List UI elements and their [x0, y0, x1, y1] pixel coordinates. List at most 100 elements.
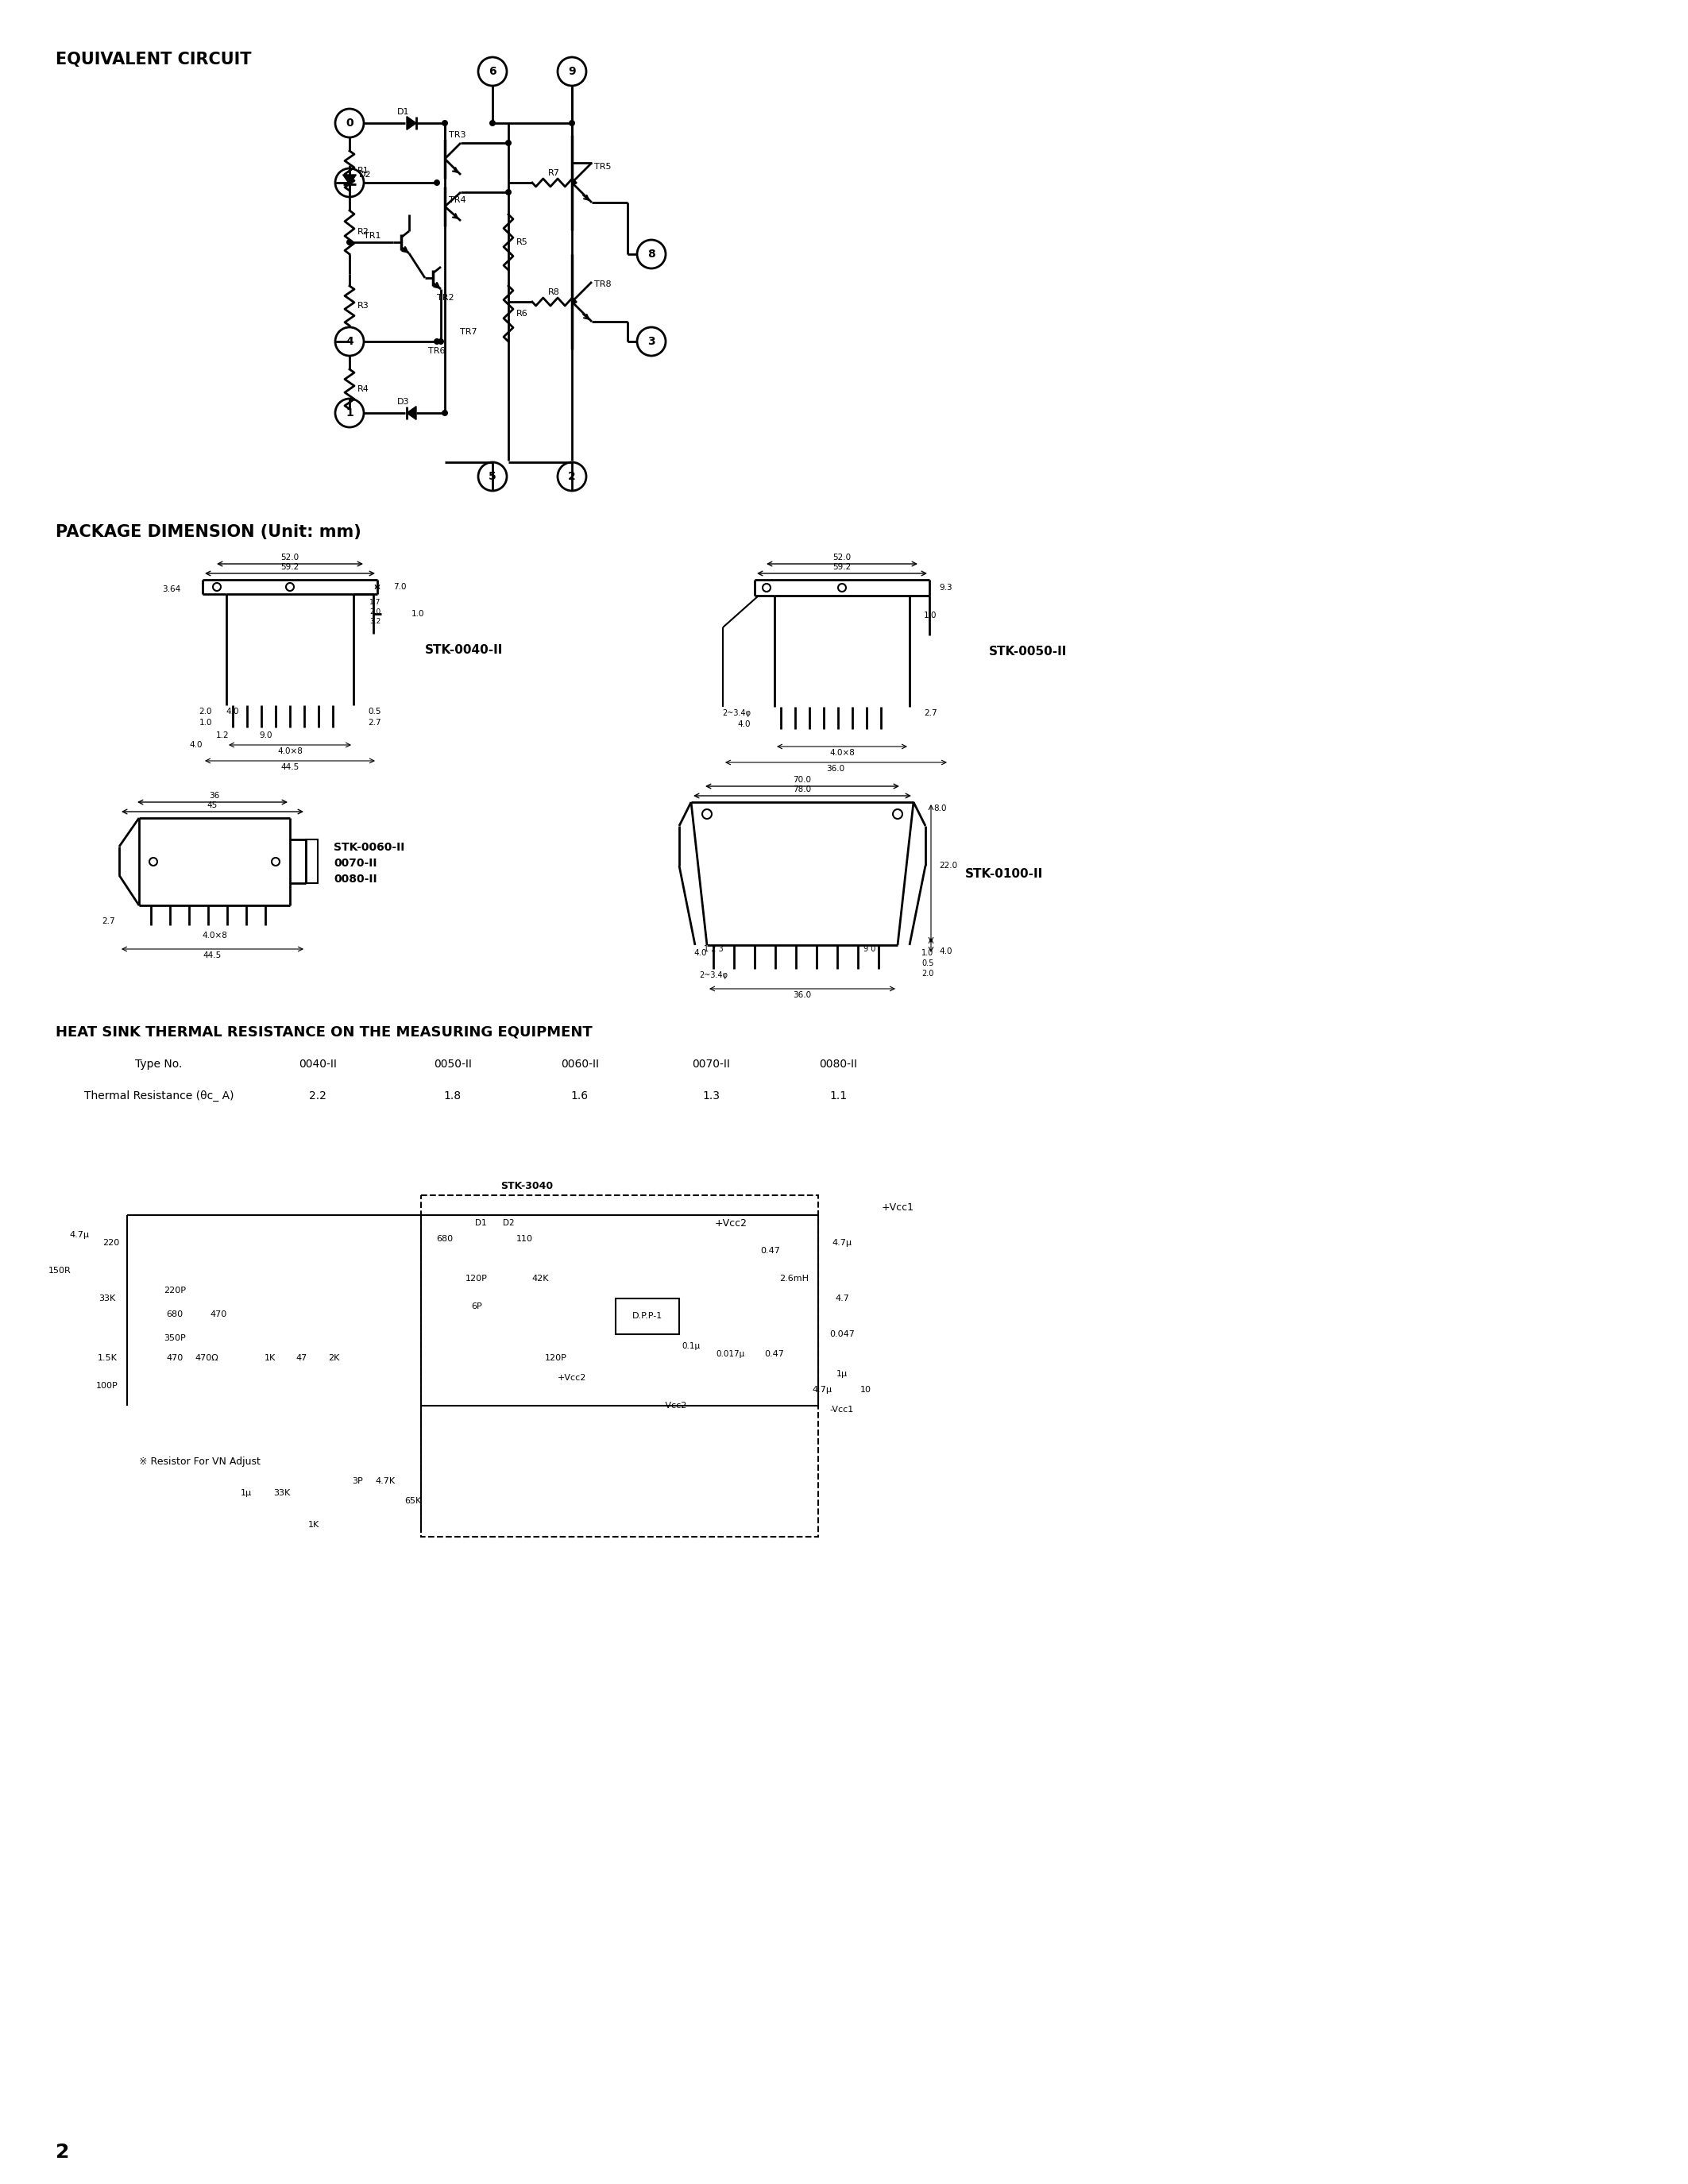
Text: 9.3: 9.3 — [939, 583, 952, 592]
Circle shape — [505, 190, 511, 194]
Text: 0070-II: 0070-II — [334, 858, 376, 869]
Circle shape — [336, 109, 365, 138]
Text: 3: 3 — [648, 336, 655, 347]
Text: 70.0: 70.0 — [793, 775, 812, 784]
Text: 470Ω: 470Ω — [194, 1354, 218, 1363]
Text: 9: 9 — [569, 66, 576, 76]
Circle shape — [557, 57, 586, 85]
Circle shape — [490, 120, 496, 127]
Text: 36.0: 36.0 — [827, 764, 846, 773]
Text: D2: D2 — [503, 1219, 515, 1227]
Text: 9 0: 9 0 — [864, 946, 876, 952]
Text: 4.7μ: 4.7μ — [832, 1238, 852, 1247]
Circle shape — [763, 583, 770, 592]
Text: 47: 47 — [295, 1354, 307, 1363]
Text: 0070-II: 0070-II — [692, 1059, 729, 1070]
Text: 4.0×8: 4.0×8 — [203, 933, 228, 939]
Text: D1: D1 — [397, 107, 410, 116]
Text: 8.0: 8.0 — [933, 804, 947, 812]
Circle shape — [442, 411, 447, 417]
Polygon shape — [407, 116, 417, 129]
Text: 1 2 3: 1 2 3 — [704, 946, 722, 952]
Text: 680: 680 — [167, 1310, 182, 1319]
Text: 1.2: 1.2 — [216, 732, 230, 740]
Text: 100P: 100P — [96, 1382, 118, 1389]
Text: Thermal Resistance (θc_ A): Thermal Resistance (θc_ A) — [84, 1090, 233, 1101]
Text: 0.1μ: 0.1μ — [682, 1343, 701, 1350]
Text: Type No.: Type No. — [135, 1059, 182, 1070]
Text: 2.0: 2.0 — [199, 708, 213, 716]
Text: 3P: 3P — [353, 1476, 363, 1485]
Text: 120P: 120P — [466, 1275, 488, 1282]
Text: 4.0×8: 4.0×8 — [829, 749, 854, 758]
Text: TR7: TR7 — [461, 328, 478, 336]
Text: 1.8: 1.8 — [444, 1090, 461, 1101]
Circle shape — [636, 240, 665, 269]
Text: TR4: TR4 — [449, 197, 466, 203]
Text: 2.7: 2.7 — [101, 917, 115, 926]
Circle shape — [346, 238, 353, 245]
Text: STK-3040: STK-3040 — [500, 1182, 554, 1190]
Text: 7.0: 7.0 — [393, 583, 407, 592]
Circle shape — [442, 120, 447, 127]
Text: 4.7: 4.7 — [836, 1295, 849, 1302]
Circle shape — [149, 858, 157, 865]
Text: 1.7: 1.7 — [370, 598, 381, 605]
Text: 42K: 42K — [532, 1275, 549, 1282]
Circle shape — [837, 583, 846, 592]
Text: 2.0: 2.0 — [370, 607, 381, 616]
Circle shape — [434, 339, 441, 345]
Text: +Vcc2: +Vcc2 — [557, 1374, 586, 1382]
Text: 65K: 65K — [405, 1496, 422, 1505]
Text: 1.0: 1.0 — [412, 609, 425, 618]
Text: R6: R6 — [517, 310, 528, 317]
Text: 2.7: 2.7 — [368, 719, 381, 727]
Text: 2.7: 2.7 — [923, 710, 937, 716]
Text: 1K: 1K — [265, 1354, 275, 1363]
Text: 6P: 6P — [471, 1302, 483, 1310]
Text: STK-0100-II: STK-0100-II — [966, 867, 1043, 880]
Text: HEAT SINK THERMAL RESISTANCE ON THE MEASURING EQUIPMENT: HEAT SINK THERMAL RESISTANCE ON THE MEAS… — [56, 1024, 592, 1040]
Text: 2.6mH: 2.6mH — [780, 1275, 809, 1282]
Text: TR3: TR3 — [449, 131, 466, 140]
Text: 150R: 150R — [49, 1267, 71, 1275]
Polygon shape — [343, 175, 356, 183]
Text: TR2: TR2 — [437, 295, 454, 301]
Text: 1μ: 1μ — [837, 1369, 847, 1378]
Text: 4.0: 4.0 — [939, 948, 952, 954]
Text: 9.0: 9.0 — [260, 732, 273, 740]
Text: R4: R4 — [358, 384, 370, 393]
Text: R5: R5 — [517, 238, 528, 247]
Text: STK-0040-II: STK-0040-II — [425, 644, 503, 655]
Text: 78.0: 78.0 — [793, 786, 812, 793]
Text: 2~3.4φ: 2~3.4φ — [722, 710, 751, 716]
Text: 52.0: 52.0 — [280, 553, 299, 561]
Text: PACKAGE DIMENSION (Unit: mm): PACKAGE DIMENSION (Unit: mm) — [56, 524, 361, 539]
Text: 33K: 33K — [100, 1295, 116, 1302]
Text: 470: 470 — [209, 1310, 226, 1319]
Text: 2.0: 2.0 — [922, 970, 933, 978]
Text: 1.5K: 1.5K — [98, 1354, 116, 1363]
Circle shape — [557, 463, 586, 491]
Text: 3.64: 3.64 — [162, 585, 181, 594]
Circle shape — [285, 583, 294, 592]
Text: 0080-II: 0080-II — [334, 874, 376, 885]
Text: 52.0: 52.0 — [832, 553, 851, 561]
Text: 2K: 2K — [327, 1354, 339, 1363]
Text: 220P: 220P — [164, 1286, 186, 1295]
Circle shape — [437, 339, 444, 345]
Circle shape — [336, 168, 365, 197]
Circle shape — [213, 583, 221, 592]
Text: 2.2: 2.2 — [309, 1090, 326, 1101]
Polygon shape — [407, 406, 417, 419]
Text: 4.0: 4.0 — [694, 950, 707, 957]
Text: R3: R3 — [358, 301, 370, 310]
Text: 1μ: 1μ — [241, 1489, 252, 1496]
Text: R1: R1 — [358, 166, 370, 175]
Text: 1K: 1K — [309, 1520, 319, 1529]
Text: 110: 110 — [517, 1234, 533, 1243]
Text: -Vcc2: -Vcc2 — [663, 1402, 687, 1409]
Text: R8: R8 — [547, 288, 560, 297]
Circle shape — [272, 858, 280, 865]
Circle shape — [505, 140, 511, 146]
